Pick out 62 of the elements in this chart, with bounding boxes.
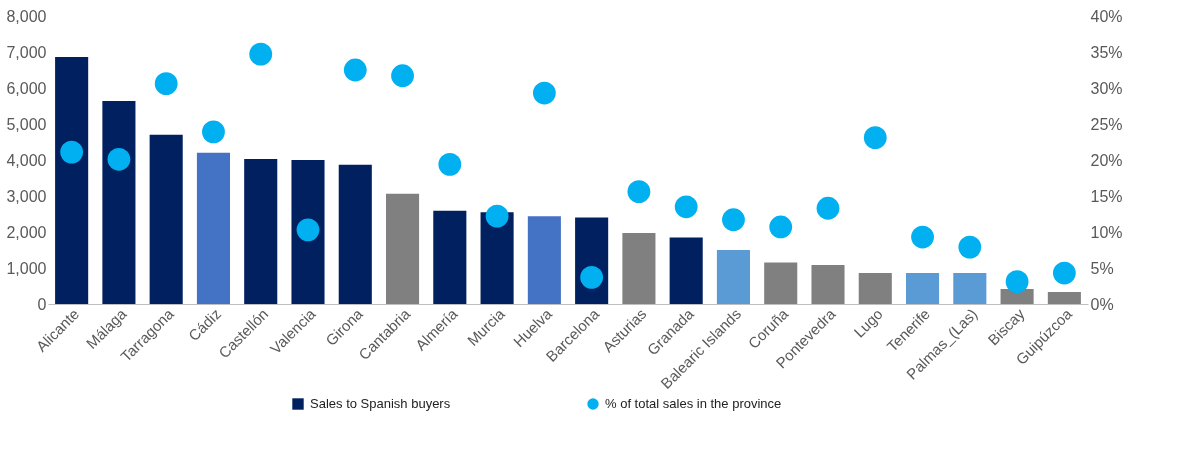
bar: [102, 100, 136, 304]
point: [863, 126, 887, 150]
y-tick-label: 1,000: [6, 259, 47, 277]
y2-tick-label: 25%: [1090, 115, 1123, 133]
point: [627, 180, 651, 204]
point: [1005, 270, 1029, 294]
y-tick-label: 4,000: [6, 151, 47, 169]
point: [60, 140, 84, 164]
bar: [338, 164, 372, 304]
point: [911, 225, 934, 249]
bar: [386, 193, 420, 304]
y2-tick-label: 15%: [1090, 187, 1123, 205]
y-tick-label: 8,000: [6, 7, 47, 25]
point: [580, 265, 604, 289]
bar: [196, 152, 230, 304]
point: [816, 196, 840, 220]
point: [674, 195, 698, 219]
bar: [291, 160, 325, 304]
point: [532, 81, 556, 105]
point: [154, 72, 178, 96]
point: [769, 215, 793, 239]
point: [485, 204, 509, 228]
y2-tick-label: 0%: [1090, 295, 1114, 313]
y-tick-label: 5,000: [6, 115, 47, 133]
y2-tick-label: 30%: [1090, 79, 1123, 97]
bar: [527, 216, 561, 304]
y-tick-label: 7,000: [6, 43, 47, 61]
y-tick-label: 0: [37, 295, 47, 313]
bar: [716, 250, 750, 304]
y2-tick-label: 10%: [1090, 223, 1123, 241]
point: [202, 120, 225, 144]
point: [1052, 261, 1076, 285]
bar: [669, 237, 703, 304]
point: [438, 152, 462, 176]
y2-tick-label: 40%: [1090, 7, 1123, 25]
bar: [244, 158, 278, 304]
y2-tick-label: 20%: [1090, 151, 1123, 169]
bar: [622, 233, 656, 304]
bar: [55, 57, 89, 304]
y2-tick-label: 35%: [1090, 43, 1123, 61]
bar: [1047, 292, 1081, 304]
point: [722, 208, 745, 232]
legend-label: % of total sales in the province: [605, 396, 782, 411]
bar: [858, 273, 892, 304]
bar: [811, 265, 845, 304]
point: [391, 64, 414, 88]
point: [343, 58, 367, 82]
y2-tick-label: 5%: [1090, 259, 1114, 277]
y-tick-label: 2,000: [6, 223, 47, 241]
y-tick-label: 6,000: [6, 79, 47, 97]
point: [958, 235, 982, 259]
bar: [480, 212, 514, 304]
point: [249, 42, 273, 66]
point: [107, 147, 131, 171]
bar: [953, 273, 987, 304]
point: [296, 218, 320, 242]
bar: [433, 210, 467, 304]
bar: [764, 262, 798, 304]
bar: [906, 273, 940, 304]
y-tick-label: 3,000: [6, 187, 47, 205]
legend-label: Sales to Spanish buyers: [310, 396, 451, 411]
bar: [149, 134, 183, 304]
